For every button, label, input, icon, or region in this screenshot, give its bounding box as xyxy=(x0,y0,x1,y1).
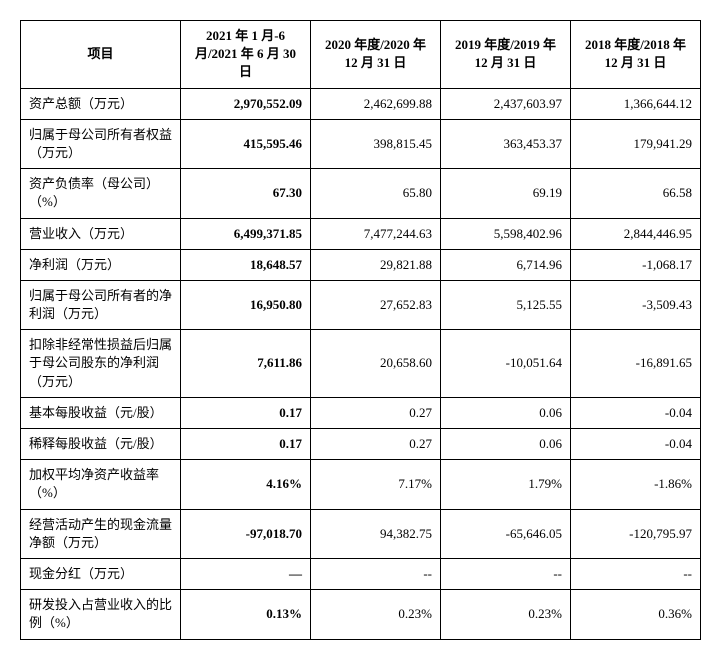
row-value: -65,646.05 xyxy=(441,509,571,558)
table-row: 营业收入（万元）6,499,371.857,477,244.635,598,40… xyxy=(21,218,701,249)
col-header-2018: 2018 年度/2018 年 12 月 31 日 xyxy=(571,21,701,89)
table-row: 稀释每股收益（元/股）0.170.270.06-0.04 xyxy=(21,429,701,460)
table-body: 资产总额（万元）2,970,552.092,462,699.882,437,60… xyxy=(21,88,701,639)
col-header-2021h1: 2021 年 1 月-6 月/2021 年 6 月 30 日 xyxy=(181,21,311,89)
col-header-2019: 2019 年度/2019 年 12 月 31 日 xyxy=(441,21,571,89)
row-value: -0.04 xyxy=(571,429,701,460)
table-row: 经营活动产生的现金流量净额（万元）-97,018.7094,382.75-65,… xyxy=(21,509,701,558)
row-value: 0.13% xyxy=(181,590,311,639)
row-value: -1,068.17 xyxy=(571,249,701,280)
row-value: 2,970,552.09 xyxy=(181,88,311,119)
table-row: 基本每股收益（元/股）0.170.270.06-0.04 xyxy=(21,397,701,428)
row-label: 加权平均净资产收益率（%） xyxy=(21,460,181,509)
row-value: 7.17% xyxy=(311,460,441,509)
row-label: 稀释每股收益（元/股） xyxy=(21,429,181,460)
row-value: 0.36% xyxy=(571,590,701,639)
table-row: 资产总额（万元）2,970,552.092,462,699.882,437,60… xyxy=(21,88,701,119)
row-value: 94,382.75 xyxy=(311,509,441,558)
row-value: 0.23% xyxy=(311,590,441,639)
row-value: 0.17 xyxy=(181,429,311,460)
row-value: 0.06 xyxy=(441,429,571,460)
row-value: 0.17 xyxy=(181,397,311,428)
row-label: 基本每股收益（元/股） xyxy=(21,397,181,428)
row-label: 净利润（万元） xyxy=(21,249,181,280)
table-row: 加权平均净资产收益率（%）4.16%7.17%1.79%-1.86% xyxy=(21,460,701,509)
row-label: 研发投入占营业收入的比例（%） xyxy=(21,590,181,639)
row-value: 6,499,371.85 xyxy=(181,218,311,249)
table-row: 资产负债率（母公司）（%）67.3065.8069.1966.58 xyxy=(21,169,701,218)
row-value: 7,477,244.63 xyxy=(311,218,441,249)
row-value: 2,844,446.95 xyxy=(571,218,701,249)
row-value: 179,941.29 xyxy=(571,119,701,168)
row-value: 363,453.37 xyxy=(441,119,571,168)
row-value: -120,795.97 xyxy=(571,509,701,558)
row-value: 5,598,402.96 xyxy=(441,218,571,249)
row-value: 0.27 xyxy=(311,429,441,460)
row-value: -97,018.70 xyxy=(181,509,311,558)
row-label: 现金分红（万元） xyxy=(21,558,181,589)
row-value: 2,437,603.97 xyxy=(441,88,571,119)
row-value: 1.79% xyxy=(441,460,571,509)
row-value: 0.27 xyxy=(311,397,441,428)
row-value: 0.23% xyxy=(441,590,571,639)
row-label: 营业收入（万元） xyxy=(21,218,181,249)
row-value: -1.86% xyxy=(571,460,701,509)
row-value: 6,714.96 xyxy=(441,249,571,280)
row-value: -- xyxy=(441,558,571,589)
row-value: 65.80 xyxy=(311,169,441,218)
table-row: 扣除非经常性损益后归属于母公司股东的净利润（万元）7,611.8620,658.… xyxy=(21,330,701,398)
row-label: 资产总额（万元） xyxy=(21,88,181,119)
row-label: 经营活动产生的现金流量净额（万元） xyxy=(21,509,181,558)
row-value: -3,509.43 xyxy=(571,280,701,329)
row-value: 20,658.60 xyxy=(311,330,441,398)
row-value: 27,652.83 xyxy=(311,280,441,329)
row-value: -0.04 xyxy=(571,397,701,428)
table-header-row: 项目 2021 年 1 月-6 月/2021 年 6 月 30 日 2020 年… xyxy=(21,21,701,89)
col-header-2020: 2020 年度/2020 年 12 月 31 日 xyxy=(311,21,441,89)
financial-table-container: 项目 2021 年 1 月-6 月/2021 年 6 月 30 日 2020 年… xyxy=(20,20,700,640)
row-value: 29,821.88 xyxy=(311,249,441,280)
row-value: -16,891.65 xyxy=(571,330,701,398)
row-value: 67.30 xyxy=(181,169,311,218)
col-header-item: 项目 xyxy=(21,21,181,89)
row-value: 2,462,699.88 xyxy=(311,88,441,119)
row-value: 18,648.57 xyxy=(181,249,311,280)
row-value: 415,595.46 xyxy=(181,119,311,168)
row-value: -- xyxy=(311,558,441,589)
row-value: 0.06 xyxy=(441,397,571,428)
table-row: 归属于母公司所有者的净利润（万元）16,950.8027,652.835,125… xyxy=(21,280,701,329)
table-row: 研发投入占营业收入的比例（%）0.13%0.23%0.23%0.36% xyxy=(21,590,701,639)
row-value: 5,125.55 xyxy=(441,280,571,329)
table-row: 现金分红（万元）—------ xyxy=(21,558,701,589)
row-value: 1,366,644.12 xyxy=(571,88,701,119)
row-value: 7,611.86 xyxy=(181,330,311,398)
row-value: -- xyxy=(571,558,701,589)
row-value: 66.58 xyxy=(571,169,701,218)
row-label: 归属于母公司所有者权益（万元） xyxy=(21,119,181,168)
row-value: — xyxy=(181,558,311,589)
row-label: 资产负债率（母公司）（%） xyxy=(21,169,181,218)
row-value: 16,950.80 xyxy=(181,280,311,329)
row-value: -10,051.64 xyxy=(441,330,571,398)
table-row: 净利润（万元）18,648.5729,821.886,714.96-1,068.… xyxy=(21,249,701,280)
row-value: 398,815.45 xyxy=(311,119,441,168)
table-row: 归属于母公司所有者权益（万元）415,595.46398,815.45363,4… xyxy=(21,119,701,168)
row-value: 4.16% xyxy=(181,460,311,509)
financial-table: 项目 2021 年 1 月-6 月/2021 年 6 月 30 日 2020 年… xyxy=(20,20,701,640)
row-label: 扣除非经常性损益后归属于母公司股东的净利润（万元） xyxy=(21,330,181,398)
row-value: 69.19 xyxy=(441,169,571,218)
row-label: 归属于母公司所有者的净利润（万元） xyxy=(21,280,181,329)
